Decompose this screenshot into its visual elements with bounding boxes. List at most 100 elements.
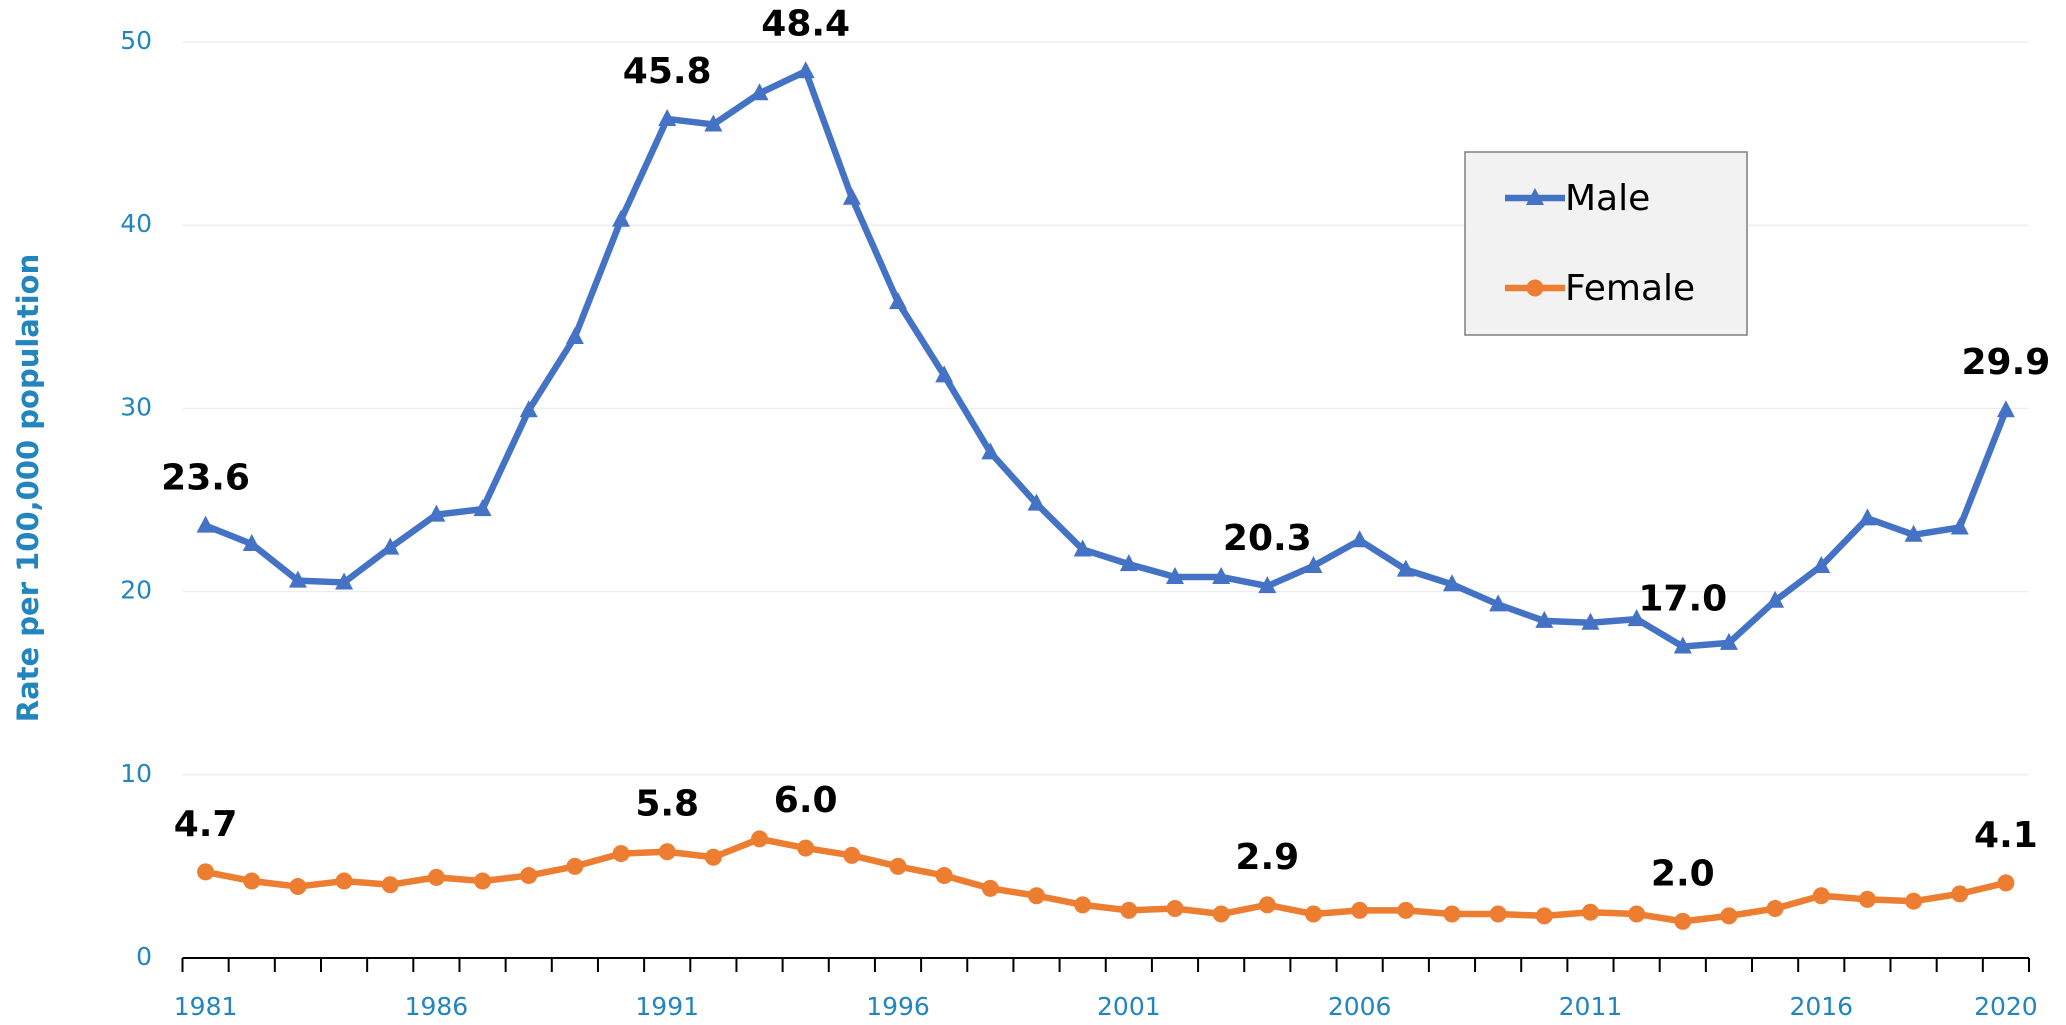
point-marker (658, 843, 676, 861)
point-marker (566, 857, 584, 875)
x-tick-label: 2020 (1974, 992, 2038, 1021)
y-tick-label: 30 (120, 392, 152, 421)
point-marker (1396, 559, 1415, 577)
x-tick-label: 2006 (1328, 992, 1392, 1021)
point-marker (1442, 574, 1461, 592)
point-marker (1581, 612, 1600, 630)
point-marker (427, 504, 446, 522)
point-marker (1858, 890, 1876, 908)
point-marker (1951, 885, 1969, 903)
point-marker (1535, 610, 1554, 628)
point-marker (1443, 905, 1461, 923)
point-marker (1119, 554, 1138, 572)
point-marker (242, 533, 261, 551)
point-marker (935, 365, 954, 383)
point-marker (1027, 493, 1046, 511)
point-marker (1719, 632, 1738, 650)
data-label: 2.0 (1651, 853, 1715, 894)
point-marker (1397, 901, 1415, 919)
point-marker (1258, 896, 1276, 914)
point-marker (1212, 905, 1230, 923)
data-label: 5.8 (635, 784, 699, 825)
x-tick-label: 1981 (174, 992, 238, 1021)
point-marker (704, 848, 722, 866)
point-marker (1996, 400, 2015, 418)
data-label: 2.9 (1235, 837, 1299, 878)
point-marker (1074, 896, 1092, 914)
point-marker (751, 830, 769, 848)
point-marker (935, 867, 953, 885)
data-label: 48.4 (761, 3, 850, 44)
point-marker (1489, 905, 1507, 923)
point-marker (658, 108, 677, 126)
point-marker (1351, 901, 1369, 919)
x-tick-label: 2016 (1789, 992, 1853, 1021)
point-marker (1720, 907, 1738, 925)
x-tick-label: 1991 (635, 992, 699, 1021)
point-marker (1904, 524, 1923, 542)
point-marker (1212, 566, 1231, 584)
point-marker (474, 872, 492, 890)
point-marker (381, 537, 400, 555)
point-marker (1120, 901, 1138, 919)
point-marker (612, 845, 630, 863)
point-marker (842, 187, 861, 205)
point-marker (381, 876, 399, 894)
point-marker (1674, 912, 1692, 930)
point-marker (1304, 905, 1322, 923)
point-marker (1627, 609, 1646, 627)
point-marker (1350, 530, 1369, 548)
point-marker (427, 868, 445, 886)
y-tick-label: 20 (120, 576, 152, 605)
point-marker (1997, 874, 2015, 892)
data-label: 45.8 (623, 51, 712, 92)
point-marker (981, 442, 1000, 460)
data-label: 17.0 (1638, 579, 1727, 620)
y-tick-label: 50 (120, 26, 152, 55)
point-marker (1028, 887, 1046, 905)
point-marker (335, 872, 353, 890)
y-tick-label: 40 (120, 209, 152, 238)
point-marker (1165, 566, 1184, 584)
point-marker (335, 572, 354, 590)
data-label: 23.6 (161, 458, 250, 499)
x-tick-label: 1986 (405, 992, 469, 1021)
point-marker (889, 857, 907, 875)
legend-marker (1526, 279, 1544, 297)
point-marker (519, 400, 538, 418)
point-marker (1304, 555, 1323, 573)
point-marker (843, 846, 861, 864)
y-axis-label: Rate per 100,000 population (11, 254, 45, 723)
legend-label: Male (1565, 178, 1650, 219)
point-marker (1535, 907, 1553, 925)
point-marker (981, 879, 999, 897)
y-tick-label: 10 (120, 759, 152, 788)
point-marker (1905, 892, 1923, 910)
point-marker (1858, 508, 1877, 526)
data-label: 4.7 (174, 804, 238, 845)
point-marker (288, 570, 307, 588)
point-marker (889, 292, 908, 310)
point-marker (1766, 590, 1785, 608)
x-tick-label: 2001 (1097, 992, 1161, 1021)
data-label: 4.1 (1974, 815, 2038, 856)
point-marker (1812, 887, 1830, 905)
legend-marker (1526, 188, 1544, 205)
point-marker (196, 515, 215, 533)
point-marker (565, 326, 584, 344)
point-marker (750, 83, 769, 101)
point-marker (243, 872, 261, 890)
point-marker (797, 839, 815, 857)
data-label: 29.9 (1962, 342, 2051, 383)
point-marker (704, 114, 723, 132)
point-marker (612, 209, 631, 227)
legend-label: Female (1565, 268, 1695, 309)
y-tick-label: 0 (136, 942, 152, 971)
series-line (204, 68, 2009, 650)
point-marker (1950, 517, 1969, 535)
point-marker (1073, 539, 1092, 557)
point-marker (520, 867, 538, 885)
x-tick-label: 1996 (866, 992, 930, 1021)
